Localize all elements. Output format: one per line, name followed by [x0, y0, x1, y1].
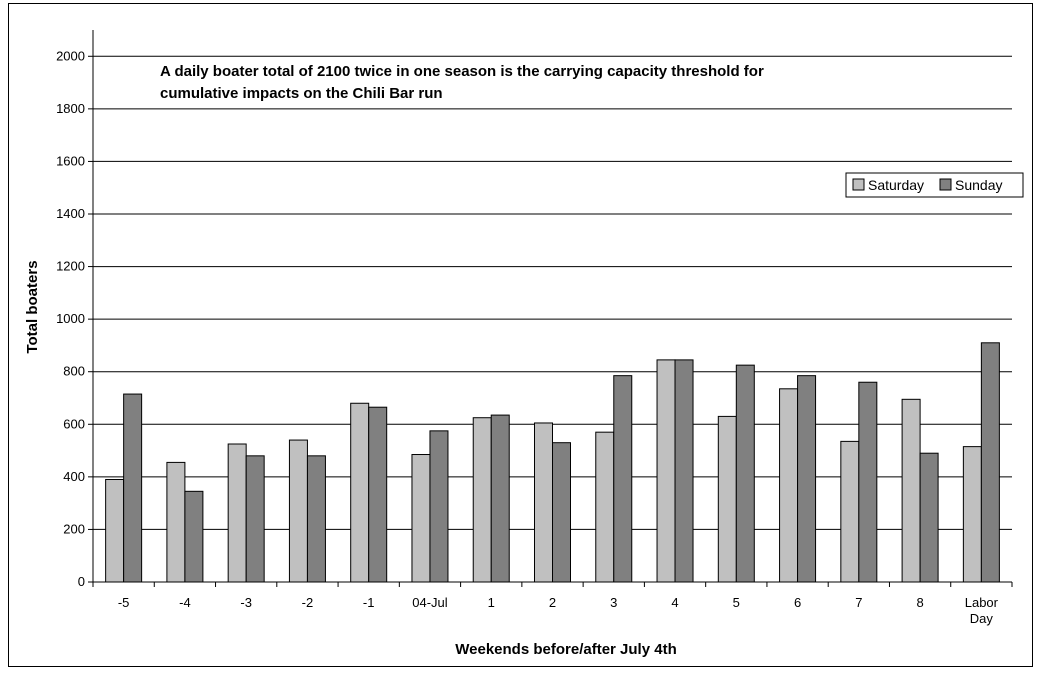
- bar-saturday: [717, 415, 737, 583]
- bar-sunday: [858, 381, 878, 583]
- bar-saturday: [472, 417, 492, 583]
- bar-sunday: [368, 406, 388, 583]
- legend: Saturday Sunday: [845, 172, 1024, 198]
- bar-sunday: [306, 455, 326, 583]
- x-tick-label: 5: [733, 595, 740, 610]
- x-tick-label: -1: [363, 595, 375, 610]
- legend-swatch-saturday: [852, 178, 865, 191]
- legend-swatch-sunday: [939, 178, 952, 191]
- x-tick-label: Day: [970, 611, 994, 626]
- y-tick-label: 2000: [56, 48, 85, 63]
- x-tick-label: 1: [488, 595, 495, 610]
- bar-saturday: [656, 359, 676, 583]
- bars: [105, 342, 1000, 583]
- bar-saturday: [901, 398, 921, 583]
- x-tick-label: 2: [549, 595, 556, 610]
- x-tick-label: 4: [671, 595, 678, 610]
- x-tick-label: -5: [118, 595, 130, 610]
- y-tick-label: 1400: [56, 206, 85, 221]
- bar-sunday: [919, 452, 939, 583]
- bar-sunday: [123, 393, 143, 583]
- x-tick-label: -2: [302, 595, 314, 610]
- bar-sunday: [184, 490, 204, 583]
- y-tick-label: 1200: [56, 259, 85, 274]
- annotation-line-1: A daily boater total of 2100 twice in on…: [160, 63, 764, 80]
- annotation-line-2: cumulative impacts on the Chili Bar run: [160, 85, 443, 102]
- y-tick-labels: 0 200 400 600 800 1000 1200 1400 1600 1800 2000: [56, 48, 85, 589]
- bar-saturday: [411, 454, 431, 583]
- bar-sunday: [552, 442, 571, 583]
- y-tick-label: 1800: [56, 101, 85, 116]
- x-tick-label: -3: [240, 595, 252, 610]
- y-tick-label: 600: [63, 416, 85, 431]
- bar-sunday: [490, 414, 510, 583]
- bar-saturday: [166, 461, 186, 583]
- x-tick-label: 04-Jul: [412, 595, 448, 610]
- bar-saturday: [595, 431, 615, 583]
- axes: [88, 30, 1013, 587]
- bar-saturday: [962, 446, 982, 583]
- x-axis-title: Weekends before/after July 4th: [455, 641, 676, 658]
- y-tick-label: 400: [63, 469, 85, 484]
- bar-saturday: [534, 422, 553, 583]
- bar-saturday: [840, 440, 860, 583]
- bar-sunday: [429, 430, 449, 583]
- bar-sunday: [797, 375, 817, 583]
- y-tick-label: 200: [63, 521, 85, 536]
- y-tick-label: 1000: [56, 311, 85, 326]
- bar-sunday: [245, 455, 265, 583]
- y-axis-title: Total boaters: [24, 260, 41, 353]
- x-tick-label: -4: [179, 595, 191, 610]
- y-tick-label: 800: [63, 364, 85, 379]
- legend-label-saturday: Saturday: [868, 177, 924, 193]
- legend-box: [845, 172, 1024, 198]
- x-tick-label: 8: [916, 595, 923, 610]
- x-tick-label: 7: [855, 595, 862, 610]
- bar-saturday: [779, 388, 799, 583]
- bar-sunday: [674, 359, 694, 583]
- y-tick-label: 1600: [56, 153, 85, 168]
- bar-sunday: [735, 364, 755, 583]
- x-tick-label: 3: [610, 595, 617, 610]
- bar-sunday: [613, 375, 633, 583]
- bar-saturday: [227, 443, 247, 583]
- y-tick-label: 0: [78, 574, 85, 589]
- bar-saturday: [105, 478, 125, 583]
- bar-sunday: [980, 342, 1000, 583]
- x-tick-label: 6: [794, 595, 801, 610]
- legend-label-sunday: Sunday: [955, 177, 1002, 193]
- bar-saturday: [288, 439, 308, 583]
- x-tick-label: Labor: [965, 595, 999, 610]
- bar-saturday: [350, 402, 370, 583]
